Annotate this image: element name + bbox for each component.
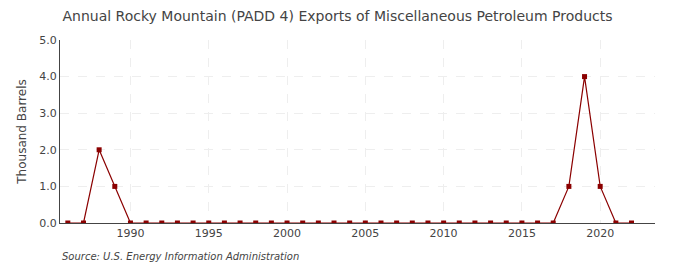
svg-text:2020: 2020 (586, 227, 614, 240)
svg-text:0.0: 0.0 (39, 217, 57, 230)
svg-text:3.0: 3.0 (39, 107, 57, 120)
svg-text:Thousand Barrels: Thousand Barrels (15, 79, 29, 184)
svg-text:2010: 2010 (430, 227, 458, 240)
svg-text:1.0: 1.0 (39, 180, 57, 193)
svg-text:2000: 2000 (273, 227, 301, 240)
svg-text:1990: 1990 (116, 227, 144, 240)
svg-text:1995: 1995 (195, 227, 223, 240)
svg-text:5.0: 5.0 (39, 34, 57, 47)
svg-text:2005: 2005 (351, 227, 379, 240)
svg-text:2.0: 2.0 (39, 144, 57, 157)
svg-text:Annual Rocky Mountain (PADD 4): Annual Rocky Mountain (PADD 4) Exports o… (63, 8, 613, 24)
svg-text:4.0: 4.0 (39, 70, 57, 83)
svg-text:Source: U.S. Energy Informatio: Source: U.S. Energy Information Administ… (62, 251, 299, 262)
svg-text:2015: 2015 (508, 227, 536, 240)
